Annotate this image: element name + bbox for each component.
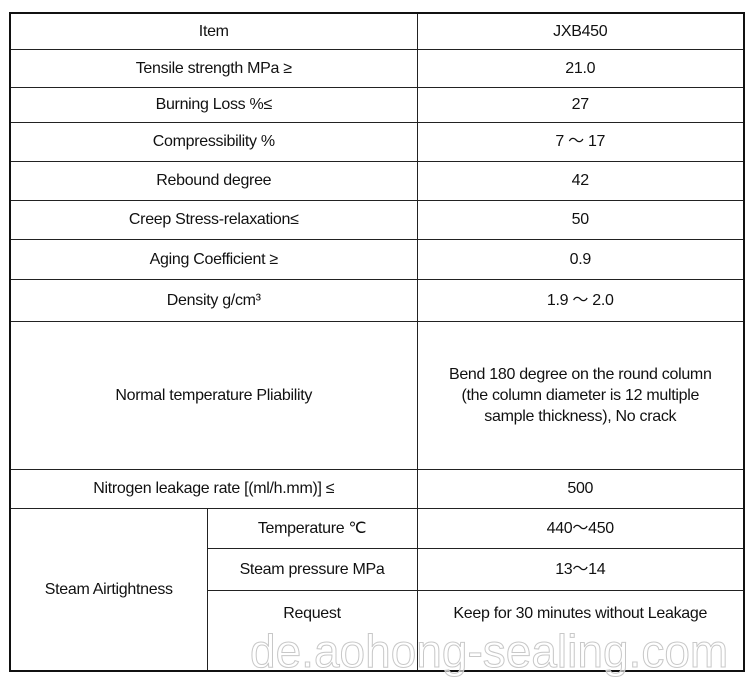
header-row: Item JXB450	[9, 12, 745, 50]
header-model: JXB450	[416, 12, 745, 50]
steam-sub-value: 440～450	[416, 507, 745, 549]
row-label: Normal temperature Pliability	[9, 320, 418, 470]
steam-row: Request Keep for 30 minutes without Leak…	[10, 589, 745, 672]
row-value: Bend 180 degree on the round column (the…	[416, 320, 745, 470]
table-row: Burning Loss %≤ 27	[9, 86, 745, 123]
row-label: Creep Stress-relaxation≤	[9, 199, 418, 240]
row-label: Rebound degree	[9, 160, 418, 201]
table-row: Nitrogen leakage rate [(ml/h.mm)] ≤ 500	[9, 468, 745, 509]
steam-sub-label: Request	[206, 589, 418, 672]
row-label: Aging Coefficient ≥	[9, 238, 418, 280]
steam-sub-label: Steam pressure MPa	[206, 547, 418, 591]
table-row: Tensile strength MPa ≥ 21.0	[9, 48, 745, 88]
row-label: Density g/cm³	[9, 278, 418, 322]
row-value: 0.9	[416, 238, 745, 280]
row-label: Compressibility %	[9, 121, 418, 162]
row-value: 27	[416, 86, 745, 123]
header-item: Item	[9, 12, 418, 50]
table-row: Rebound degree 42	[9, 160, 745, 201]
row-value: 500	[416, 468, 745, 509]
row-value: 1.9 ～ 2.0	[416, 278, 745, 322]
steam-row: Steam pressure MPa 13～14	[10, 547, 745, 591]
steam-sub-value: Keep for 30 minutes without Leakage	[416, 589, 745, 672]
row-label: Nitrogen leakage rate [(ml/h.mm)] ≤	[9, 468, 418, 509]
steam-sub-label: Temperature ℃	[206, 507, 418, 549]
spec-table: Item JXB450 Tensile strength MPa ≥ 21.0 …	[9, 12, 746, 672]
steam-label: Steam Airtightness	[9, 507, 208, 672]
table-row: Compressibility % 7 ～ 17	[9, 121, 745, 162]
steam-row: Steam Airtightness Temperature ℃ 440～450	[9, 507, 745, 672]
table-row: Creep Stress-relaxation≤ 50	[9, 199, 745, 240]
table-row: Aging Coefficient ≥ 0.9	[9, 238, 745, 280]
row-value: 50	[416, 199, 745, 240]
table-row: Normal temperature Pliability Bend 180 d…	[9, 320, 745, 470]
row-value: 42	[416, 160, 745, 201]
steam-sub-value: 13～14	[416, 547, 745, 591]
row-value: 7 ～ 17	[416, 121, 745, 162]
row-label: Burning Loss %≤	[9, 86, 418, 123]
row-label: Tensile strength MPa ≥	[9, 48, 418, 88]
table-row: Density g/cm³ 1.9 ～ 2.0	[9, 278, 745, 322]
row-value: 21.0	[416, 48, 745, 88]
